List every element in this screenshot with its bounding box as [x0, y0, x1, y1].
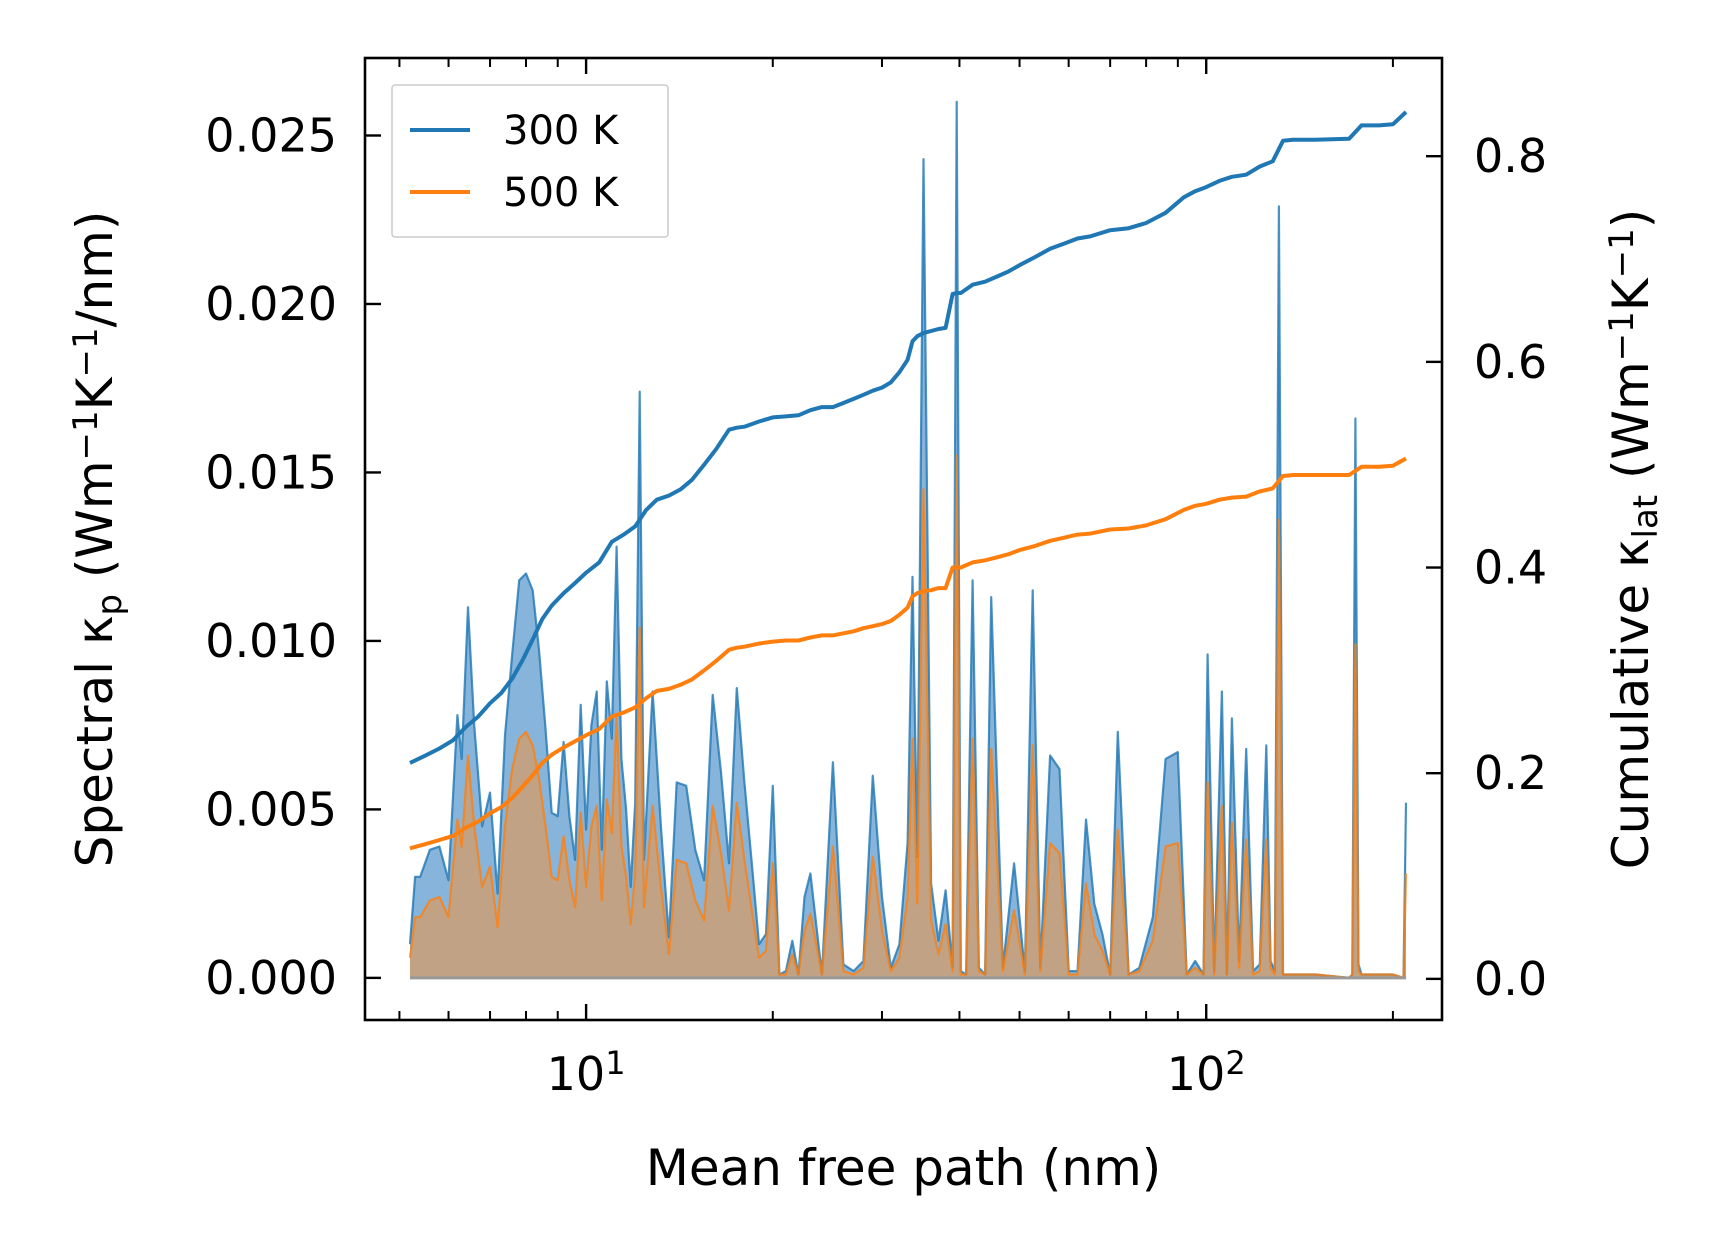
y-left-tick-label: 0.015: [205, 445, 337, 499]
spectral-lines: [408, 100, 1408, 980]
y-axis-label-left: Spectral κp (Wm−1K−1/nm): [66, 211, 130, 868]
y-right-tick-label: 0.2: [1474, 746, 1547, 800]
y-right-tick-label: 0.0: [1474, 952, 1547, 1006]
legend-box: [391, 84, 669, 238]
spectral-line-500k: [408, 454, 1408, 980]
x-tick-label: 102: [1167, 1044, 1246, 1101]
y-left-tick-label: 0.005: [205, 782, 337, 836]
y-right-tick-label: 0.8: [1474, 129, 1547, 183]
x-axis-label: Mean free path (nm): [646, 1139, 1162, 1197]
legend-label-300k: 300 K: [503, 108, 620, 154]
y-left-tick-label: 0.000: [205, 951, 337, 1005]
tick-marks: [365, 58, 1442, 1020]
y-right-tick-label: 0.6: [1474, 335, 1547, 389]
legend: 300 K 500 K: [391, 84, 669, 238]
y-axis-label-right: Cumulative κlat (Wm−1K−1): [1602, 209, 1666, 869]
cumulative-line-500k: [409, 456, 1407, 851]
x-tick-label: 101: [547, 1044, 626, 1101]
spectral-fills: [410, 101, 1406, 978]
y-left-tick-label: 0.025: [205, 108, 337, 162]
y-left-tick-label: 0.010: [205, 614, 337, 668]
legend-label-500k: 500 K: [503, 170, 620, 216]
spectral-fill-500k: [410, 455, 1406, 978]
cumulative-line-300k: [409, 110, 1408, 765]
y-left-tick-label: 0.020: [205, 277, 337, 331]
tick-labels: 101 102 0.000 0.005 0.010 0.015 0.020 0.025 0.0 0…: [205, 108, 1547, 1101]
cumulative-lines: [409, 110, 1408, 851]
y-right-tick-label: 0.4: [1474, 541, 1547, 595]
plot-frame: [363, 56, 1444, 1022]
